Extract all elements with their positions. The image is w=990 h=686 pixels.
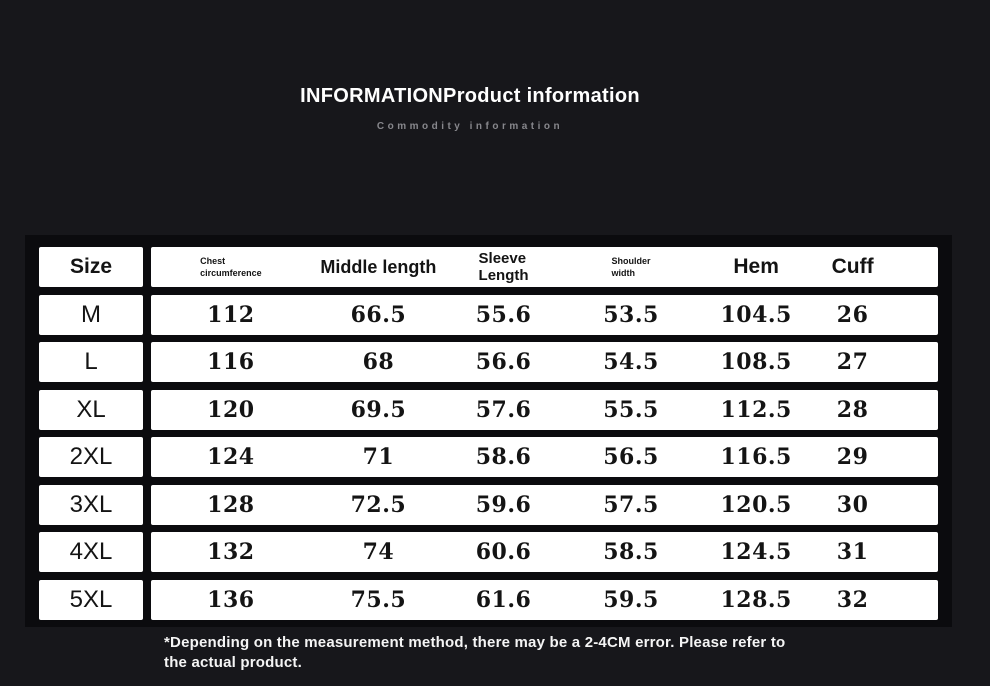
size-label: XL <box>39 389 143 430</box>
measurement-shoulder-width: 57.5 <box>603 491 659 518</box>
measurement-chest-circumference: 112 <box>207 301 255 328</box>
size-label: 2XL <box>39 437 143 478</box>
measurement-cells: 132 74 60.6 58.5 124.5 31 <box>151 532 938 573</box>
measurement-middle-length: 68 <box>362 349 395 376</box>
table-row-2xl: 2XL 124 71 58.6 56.5 116.5 29 <box>39 437 938 478</box>
table-row-xl: XL 120 69.5 57.6 55.5 112.5 28 <box>39 389 938 430</box>
measurement-hem: 108.5 <box>720 349 792 376</box>
measurement-shoulder-width: 54.5 <box>603 349 659 376</box>
measurement-sleeve-length: 60.6 <box>475 539 532 566</box>
measurement-middle-length: 74 <box>362 539 395 566</box>
column-header-middle-length: Middle length <box>320 256 437 277</box>
measurement-cuff: 31 <box>836 539 869 566</box>
table-row-5xl: 5XL 136 75.5 61.6 59.5 128.5 32 <box>39 579 938 620</box>
measurement-cuff: 28 <box>836 396 869 423</box>
size-label: 5XL <box>39 579 143 620</box>
measurement-sleeve-length: 56.6 <box>475 349 532 376</box>
disclaimer-line-2: the actual product. <box>164 653 302 671</box>
measurement-sleeve-length: 58.6 <box>475 444 532 471</box>
measurement-shoulder-width: 55.5 <box>603 396 659 423</box>
measurement-chest-circumference: 120 <box>207 396 255 423</box>
measurement-sleeve-length: 57.6 <box>475 396 532 423</box>
measurement-chest-circumference: 116 <box>207 349 255 376</box>
measurement-sleeve-length: 59.6 <box>475 491 532 518</box>
measurement-chest-circumference: 124 <box>207 444 255 471</box>
measurement-chest-circumference: 128 <box>207 491 255 518</box>
size-label: L <box>39 342 143 383</box>
column-header-size: Size <box>39 247 143 287</box>
column-header-hem: Hem <box>733 255 779 278</box>
measurement-hem: 104.5 <box>720 301 792 328</box>
measurement-shoulder-width: 53.5 <box>603 301 659 328</box>
size-label: M <box>39 294 143 335</box>
measurement-hem: 124.5 <box>720 539 792 566</box>
measurement-hem: 112.5 <box>720 396 792 423</box>
measurement-middle-length: 66.5 <box>350 301 407 328</box>
measurement-shoulder-width: 58.5 <box>603 539 659 566</box>
measurement-cells: 136 75.5 61.6 59.5 128.5 32 <box>151 579 938 620</box>
measurement-shoulder-width: 59.5 <box>603 586 659 613</box>
table-row-m: M 112 66.5 55.6 53.5 104.5 26 <box>39 294 938 335</box>
measurement-hem: 128.5 <box>720 586 792 613</box>
measurement-cells: 112 66.5 55.6 53.5 104.5 26 <box>151 294 938 335</box>
measurement-cuff: 30 <box>836 491 869 518</box>
measurement-cells: 120 69.5 57.6 55.5 112.5 28 <box>151 389 938 430</box>
measurement-hem: 116.5 <box>720 444 792 471</box>
measurement-cuff: 27 <box>836 349 869 376</box>
measurement-cuff: 29 <box>836 444 869 471</box>
measurement-cells: 116 68 56.6 54.5 108.5 27 <box>151 342 938 383</box>
disclaimer-line-1: *Depending on the measurement method, th… <box>164 634 786 651</box>
measurement-shoulder-width: 56.5 <box>603 444 659 471</box>
measurement-sleeve-length: 55.6 <box>475 301 532 328</box>
page-header: INFORMATIONProduct information Commodity… <box>0 85 940 132</box>
measurement-hem: 120.5 <box>720 491 792 518</box>
table-header-row: Size Chest circumference Middle length Slee… <box>39 247 938 287</box>
measurement-disclaimer: *Depending on the measurement method, th… <box>164 633 785 672</box>
column-header-chest-circumference: Chest circumference <box>200 255 262 278</box>
measurement-cuff: 26 <box>836 301 869 328</box>
column-header-cuff: Cuff <box>831 255 874 278</box>
table-header-cells: Chest circumference Middle length Sleeve Len… <box>151 247 938 287</box>
measurement-chest-circumference: 136 <box>207 586 255 613</box>
measurement-chest-circumference: 132 <box>207 539 255 566</box>
column-header-sleeve-length: Sleeve Length <box>478 249 529 284</box>
measurement-sleeve-length: 61.6 <box>475 586 532 613</box>
table-row-l: L 116 68 56.6 54.5 108.5 27 <box>39 342 938 383</box>
measurement-cells: 128 72.5 59.6 57.5 120.5 30 <box>151 484 938 525</box>
measurement-middle-length: 71 <box>362 444 395 471</box>
measurement-cuff: 32 <box>836 586 869 613</box>
table-row-3xl: 3XL 128 72.5 59.6 57.5 120.5 30 <box>39 484 938 525</box>
measurement-cells: 124 71 58.6 56.5 116.5 29 <box>151 437 938 478</box>
size-label: 4XL <box>39 532 143 573</box>
measurement-middle-length: 75.5 <box>350 586 407 613</box>
measurement-middle-length: 69.5 <box>350 396 407 423</box>
page-title: INFORMATIONProduct information <box>300 85 640 107</box>
size-label: 3XL <box>39 484 143 525</box>
measurement-middle-length: 72.5 <box>350 491 407 518</box>
page-subtitle: Commodity information <box>376 121 564 132</box>
column-header-shoulder-width: Shoulder width <box>611 255 651 278</box>
table-row-4xl: 4XL 132 74 60.6 58.5 124.5 31 <box>39 532 938 573</box>
size-chart-table: Size Chest circumference Middle length Slee… <box>25 235 952 627</box>
